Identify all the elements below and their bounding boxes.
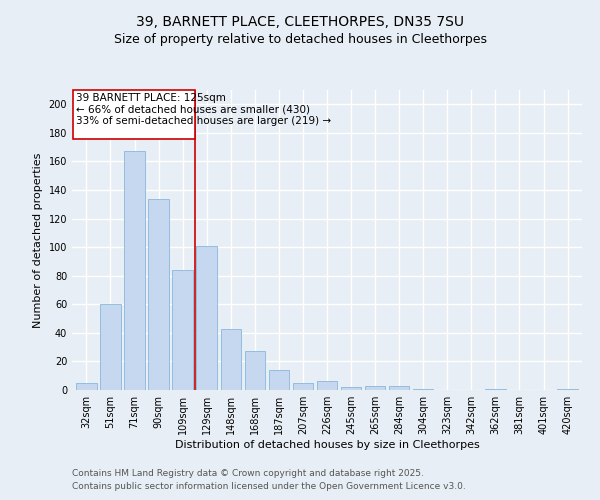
Bar <box>148 198 169 390</box>
Bar <box>389 386 409 390</box>
Bar <box>341 387 361 390</box>
Bar <box>485 388 506 390</box>
Bar <box>245 352 265 390</box>
Bar <box>100 304 121 390</box>
Bar <box>269 370 289 390</box>
FancyBboxPatch shape <box>73 90 194 138</box>
Text: Contains HM Land Registry data © Crown copyright and database right 2025.: Contains HM Land Registry data © Crown c… <box>72 468 424 477</box>
Bar <box>413 388 433 390</box>
Bar <box>172 270 193 390</box>
Text: Contains public sector information licensed under the Open Government Licence v3: Contains public sector information licen… <box>72 482 466 491</box>
Text: Size of property relative to detached houses in Cleethorpes: Size of property relative to detached ho… <box>113 32 487 46</box>
Bar <box>293 383 313 390</box>
Bar <box>221 328 241 390</box>
Bar <box>76 383 97 390</box>
Bar <box>124 152 145 390</box>
Text: 39 BARNETT PLACE: 125sqm: 39 BARNETT PLACE: 125sqm <box>76 93 226 103</box>
Text: ← 66% of detached houses are smaller (430): ← 66% of detached houses are smaller (43… <box>76 104 310 115</box>
Text: 39, BARNETT PLACE, CLEETHORPES, DN35 7SU: 39, BARNETT PLACE, CLEETHORPES, DN35 7SU <box>136 15 464 29</box>
Bar <box>557 388 578 390</box>
Y-axis label: Number of detached properties: Number of detached properties <box>33 152 43 328</box>
Bar <box>317 382 337 390</box>
Bar <box>365 386 385 390</box>
X-axis label: Distribution of detached houses by size in Cleethorpes: Distribution of detached houses by size … <box>175 440 479 450</box>
Text: 33% of semi-detached houses are larger (219) →: 33% of semi-detached houses are larger (… <box>76 116 331 126</box>
Bar <box>196 246 217 390</box>
